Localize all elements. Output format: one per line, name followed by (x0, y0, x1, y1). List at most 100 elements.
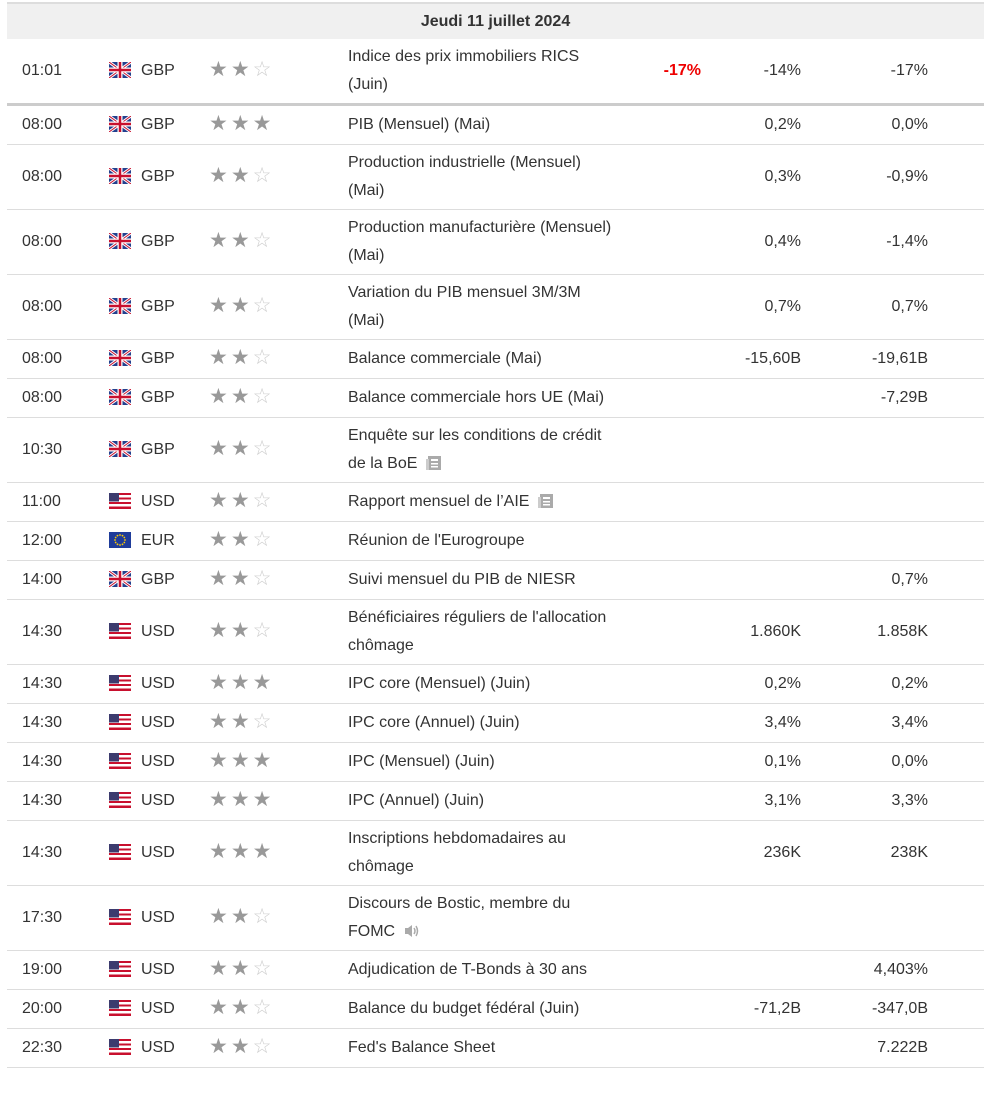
actual-cell (634, 1028, 709, 1068)
currency: USD (141, 623, 175, 640)
forecast-cell (709, 378, 809, 418)
spacer (936, 378, 985, 418)
star: ★ (209, 528, 228, 551)
previous: 0,7% (891, 298, 928, 315)
currency-cell: USD (109, 664, 209, 704)
forecast: -14% (763, 62, 801, 79)
event: IPC (Mensuel) (Juin) (348, 753, 495, 770)
actual-cell (634, 144, 709, 210)
star: ★ (230, 528, 250, 551)
previous: 0,0% (891, 753, 928, 770)
forecast-cell: 0,4% (709, 209, 809, 275)
forecast-cell: 0,7% (709, 274, 809, 340)
spacer (936, 742, 985, 782)
date-header-row: Jeudi 11 juillet 2024 (7, 2, 985, 39)
importance: ★ ★ ☆ (209, 39, 344, 106)
star: ☆ (252, 996, 272, 1019)
star: ★ (209, 840, 228, 863)
currency-cell: USD (109, 781, 209, 821)
spacer (936, 885, 985, 951)
event: Bénéficiaires réguliers de l'allocation … (348, 609, 607, 654)
previous-cell: -17% (809, 39, 936, 106)
date-header: Jeudi 11 juillet 2024 (7, 2, 985, 39)
previous: -7,29B (880, 389, 928, 406)
actual-cell (634, 599, 709, 665)
spacer (936, 664, 985, 704)
spacer (936, 209, 985, 275)
currency: USD (141, 675, 175, 692)
flag (108, 296, 132, 316)
flag (109, 493, 131, 509)
previous-cell: -1,4% (809, 209, 936, 275)
event-row: 14:30 USD ★ ★ ★ IPC core (Mensuel) (Juin) 0,2%… (7, 664, 985, 704)
forecast-cell: -15,60B (709, 339, 809, 379)
actual-cell (634, 560, 709, 600)
event: IPC core (Mensuel) (Juin) (348, 675, 531, 692)
flag (109, 792, 131, 808)
star: ★ (209, 385, 228, 408)
star: ☆ (252, 346, 272, 369)
star: ☆ (252, 710, 272, 733)
actual-cell (634, 950, 709, 990)
previous-cell: -19,61B (809, 339, 936, 379)
star: ★ (209, 346, 228, 369)
currency-cell: GBP (108, 417, 209, 483)
event-cell: Inscriptions hebdomadaires au chômage (344, 820, 634, 886)
star: ★ (209, 996, 228, 1019)
event: PIB (Mensuel) (Mai) (348, 116, 491, 133)
currency: GBP (141, 168, 175, 185)
event-row: 17:30 USD ★ ★ ☆ Discours de Bostic, membre du… (7, 885, 985, 951)
star: ☆ (252, 58, 272, 81)
event-cell: IPC core (Mensuel) (Juin) (344, 664, 634, 704)
previous-cell (809, 521, 936, 561)
currency-cell: USD (109, 820, 209, 886)
flag (109, 675, 131, 691)
flag (109, 714, 131, 730)
spacer (936, 599, 985, 665)
previous-cell: 0,7% (809, 560, 936, 600)
star: ☆ (252, 957, 272, 980)
event: Production manufacturière (Mensuel) (Mai… (348, 219, 612, 264)
star: ★ (209, 112, 228, 135)
importance: ★ ★ ☆ (209, 950, 344, 990)
event: Adjudication de T-Bonds à 30 ans (348, 961, 587, 978)
star: ☆ (252, 905, 272, 928)
currency: GBP (141, 441, 175, 458)
actual-cell (634, 820, 709, 886)
time: 01:01 (7, 39, 109, 106)
time: 22:30 (7, 1028, 109, 1068)
importance: ★ ★ ★ (209, 742, 344, 782)
forecast: 1.860K (750, 623, 801, 640)
star: ★ (209, 671, 228, 694)
event-row: 08:00 GBP ★ ★ ☆ Balance commerciale (Mai) -15,… (7, 339, 985, 379)
star: ★ (230, 996, 250, 1019)
previous: 238K (890, 844, 928, 861)
event-cell: Balance du budget fédéral (Juin) (344, 989, 634, 1029)
previous: 4,403% (873, 961, 928, 978)
spacer (936, 989, 985, 1029)
star: ☆ (252, 164, 272, 187)
star: ★ (209, 58, 228, 81)
importance: ★ ★ ☆ (209, 560, 344, 600)
event-cell: PIB (Mensuel) (Mai) (344, 104, 634, 145)
importance: ★ ★ ☆ (209, 703, 344, 743)
currency-cell: GBP (108, 209, 209, 275)
previous: -0,9% (886, 168, 928, 185)
forecast: 3,4% (764, 714, 801, 731)
spacer (936, 820, 985, 886)
previous-cell: 238K (809, 820, 936, 886)
star: ★ (230, 346, 250, 369)
previous-cell: 3,3% (809, 781, 936, 821)
event: Balance du budget fédéral (Juin) (348, 1000, 580, 1017)
event-row: 22:30 USD ★ ★ ☆ Fed's Balance Sheet 7.222B (7, 1028, 985, 1068)
actual-cell (634, 885, 709, 951)
event-cell: Balance commerciale (Mai) (344, 339, 634, 379)
star: ★ (209, 905, 228, 928)
time: 14:30 (7, 781, 109, 821)
currency: EUR (141, 532, 175, 549)
event-cell: Adjudication de T-Bonds à 30 ans (344, 950, 634, 990)
spacer (936, 521, 985, 561)
previous-cell (809, 885, 936, 951)
time: 08:00 (7, 144, 109, 210)
event-row: 14:30 USD ★ ★ ★ IPC (Mensuel) (Juin) 0,1% 0,0% (7, 742, 985, 782)
